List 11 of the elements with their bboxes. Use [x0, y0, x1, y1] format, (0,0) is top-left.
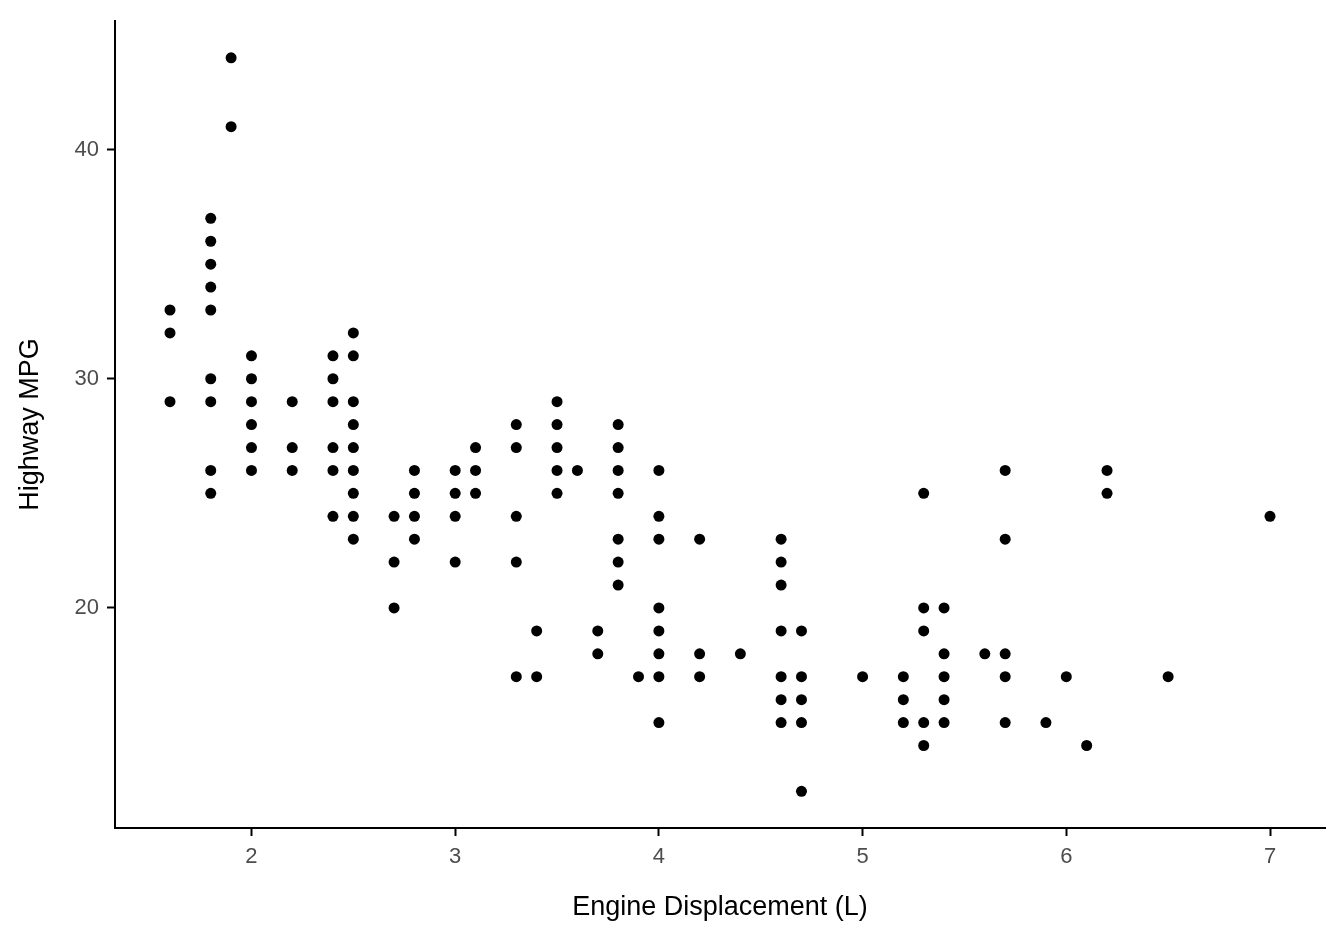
x-tick-label: 5 [856, 843, 869, 869]
x-tick-label: 7 [1263, 843, 1277, 869]
y-tick-label: 40 [74, 135, 99, 161]
y-tick-label: 30 [74, 364, 99, 390]
y-tick-label: 20 [74, 594, 99, 620]
x-tick-label: 4 [652, 843, 666, 869]
x-tick-label: 3 [449, 843, 462, 869]
y-axis-title: Highway MPG [13, 338, 44, 511]
x-tick-label: 2 [245, 843, 258, 869]
x-tick-label: 6 [1060, 843, 1073, 869]
x-axis-title: Engine Displacement (L) [572, 891, 868, 922]
